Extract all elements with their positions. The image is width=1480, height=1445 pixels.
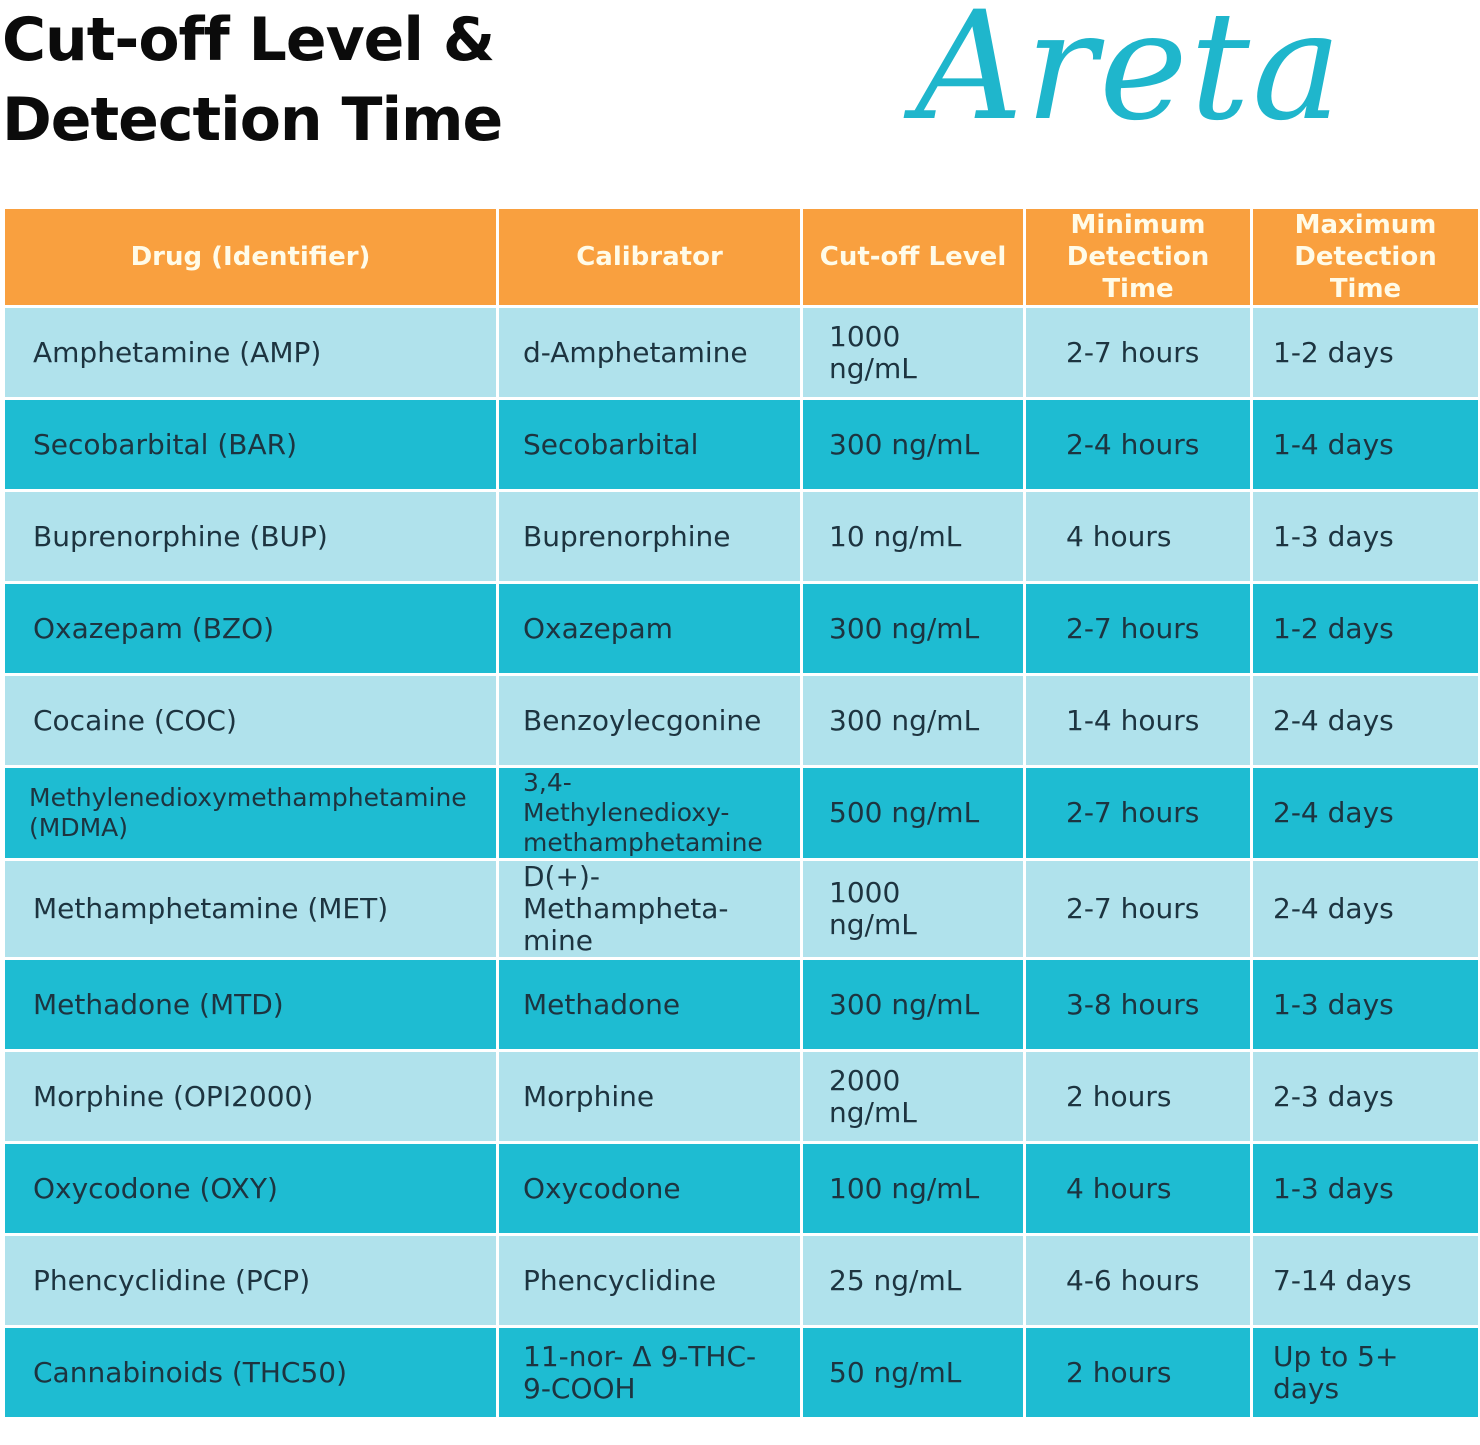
drug-cell: Methylenedioxymethamphetamine (MDMA): [2, 765, 499, 861]
cutoff-cell: 10 ng/mL: [800, 489, 1026, 584]
drug-cell: Morphine (OPI2000): [2, 1049, 499, 1144]
calibrator-cell: 3,4-Methylenedioxy-methamphetamine: [496, 765, 803, 861]
min-time-cell: 2-7 hours: [1023, 305, 1253, 400]
calibrator-cell: 11-nor- Δ 9-THC-9-COOH: [496, 1325, 803, 1420]
min-time-cell: 4 hours: [1023, 1141, 1253, 1236]
min-time-cell: 2 hours: [1023, 1325, 1253, 1420]
drug-cell: Phencyclidine (PCP): [2, 1233, 499, 1328]
calibrator-cell: d-Amphetamine: [496, 305, 803, 400]
cutoff-cell: 1000 ng/mL: [800, 858, 1026, 960]
title-line-2: Detection Time: [2, 85, 503, 155]
table-row: Oxycodone (OXY) Oxycodone 100 ng/mL 4 hours…: [2, 1141, 1480, 1236]
max-time-cell: 1-3 days: [1250, 489, 1480, 584]
min-time-cell: 2-4 hours: [1023, 397, 1253, 492]
cutoff-cell: 1000 ng/mL: [800, 305, 1026, 400]
table-row: Cocaine (COC) Benzoylecgonine 300 ng/mL 1-4…: [2, 673, 1480, 768]
cutoff-cell: 100 ng/mL: [800, 1141, 1026, 1236]
cutoff-cell: 300 ng/mL: [800, 957, 1026, 1052]
calibrator-cell: Buprenorphine: [496, 489, 803, 584]
table-row: Morphine (OPI2000) Morphine 2000 ng/mL 2 ho…: [2, 1049, 1480, 1144]
table-row: Phencyclidine (PCP) Phencyclidine 25 ng/mL…: [2, 1233, 1480, 1328]
max-time-cell: 2-4 days: [1250, 858, 1480, 960]
min-time-cell: 4-6 hours: [1023, 1233, 1253, 1328]
min-time-cell: 4 hours: [1023, 489, 1253, 584]
cutoff-cell: 25 ng/mL: [800, 1233, 1026, 1328]
min-time-cell: 2-7 hours: [1023, 858, 1253, 960]
max-time-cell: 1-4 days: [1250, 397, 1480, 492]
table-row: Methadone (MTD) Methadone 300 ng/mL 3-8 hou…: [2, 957, 1480, 1052]
drug-cell: Cannabinoids (THC50): [2, 1325, 499, 1420]
max-time-cell: Up to 5+ days: [1250, 1325, 1480, 1420]
table-row: Oxazepam (BZO) Oxazepam 300 ng/mL 2-7 hours…: [2, 581, 1480, 676]
max-time-cell: 2-4 days: [1250, 765, 1480, 861]
detection-table: Drug (Identifier) Calibrator Cut-off Level…: [2, 206, 1480, 1420]
table-row: Amphetamine (AMP) d-Amphetamine 1000 ng/mL…: [2, 305, 1480, 400]
table-row: Methylenedioxymethamphetamine (MDMA) 3,4-…: [2, 765, 1480, 861]
calibrator-cell: Phencyclidine: [496, 1233, 803, 1328]
min-time-cell: 3-8 hours: [1023, 957, 1253, 1052]
calibrator-cell: Oxazepam: [496, 581, 803, 676]
page-title: Cut-off Level & Detection Time: [2, 0, 503, 160]
cutoff-cell: 300 ng/mL: [800, 397, 1026, 492]
max-time-cell: 2-4 days: [1250, 673, 1480, 768]
table-row: Buprenorphine (BUP) Buprenorphine 10 ng/mL…: [2, 489, 1480, 584]
max-time-cell: 7-14 days: [1250, 1233, 1480, 1328]
table-header: Drug (Identifier) Calibrator Cut-off Level…: [2, 206, 1480, 308]
cutoff-cell: 300 ng/mL: [800, 673, 1026, 768]
column-header: Cut-off Level: [800, 206, 1026, 308]
drug-cell: Amphetamine (AMP): [2, 305, 499, 400]
drug-cell: Secobarbital (BAR): [2, 397, 499, 492]
cutoff-cell: 500 ng/mL: [800, 765, 1026, 861]
min-time-cell: 2-7 hours: [1023, 581, 1253, 676]
max-time-cell: 1-2 days: [1250, 581, 1480, 676]
cutoff-cell: 300 ng/mL: [800, 581, 1026, 676]
max-time-cell: 1-3 days: [1250, 957, 1480, 1052]
cutoff-cell: 2000 ng/mL: [800, 1049, 1026, 1144]
column-header: Calibrator: [496, 206, 803, 308]
column-header: Drug (Identifier): [2, 206, 499, 308]
calibrator-cell: Secobarbital: [496, 397, 803, 492]
table-row: Cannabinoids (THC50) 11-nor- Δ 9-THC-9-CO…: [2, 1325, 1480, 1420]
min-time-cell: 2-7 hours: [1023, 765, 1253, 861]
drug-cell: Cocaine (COC): [2, 673, 499, 768]
max-time-cell: 1-2 days: [1250, 305, 1480, 400]
column-header: Maximum Detection Time: [1250, 206, 1480, 308]
calibrator-cell: Morphine: [496, 1049, 803, 1144]
max-time-cell: 1-3 days: [1250, 1141, 1480, 1236]
calibrator-cell: Methadone: [496, 957, 803, 1052]
min-time-cell: 1-4 hours: [1023, 673, 1253, 768]
drug-cell: Oxazepam (BZO): [2, 581, 499, 676]
min-time-cell: 2 hours: [1023, 1049, 1253, 1144]
brand-logo: Areta: [915, 0, 1344, 154]
drug-cell: Oxycodone (OXY): [2, 1141, 499, 1236]
drug-cell: Buprenorphine (BUP): [2, 489, 499, 584]
calibrator-cell: Benzoylecgonine: [496, 673, 803, 768]
calibrator-cell: D(+)-Methampheta-mine: [496, 858, 803, 960]
table-row: Methamphetamine (MET) D(+)-Methampheta-mi…: [2, 858, 1480, 960]
drug-cell: Methadone (MTD): [2, 957, 499, 1052]
column-header: Minimum Detection Time: [1023, 206, 1253, 308]
table-row: Secobarbital (BAR) Secobarbital 300 ng/mL 2…: [2, 397, 1480, 492]
cutoff-cell: 50 ng/mL: [800, 1325, 1026, 1420]
calibrator-cell: Oxycodone: [496, 1141, 803, 1236]
max-time-cell: 2-3 days: [1250, 1049, 1480, 1144]
drug-cell: Methamphetamine (MET): [2, 858, 499, 960]
title-line-1: Cut-off Level &: [2, 5, 495, 75]
